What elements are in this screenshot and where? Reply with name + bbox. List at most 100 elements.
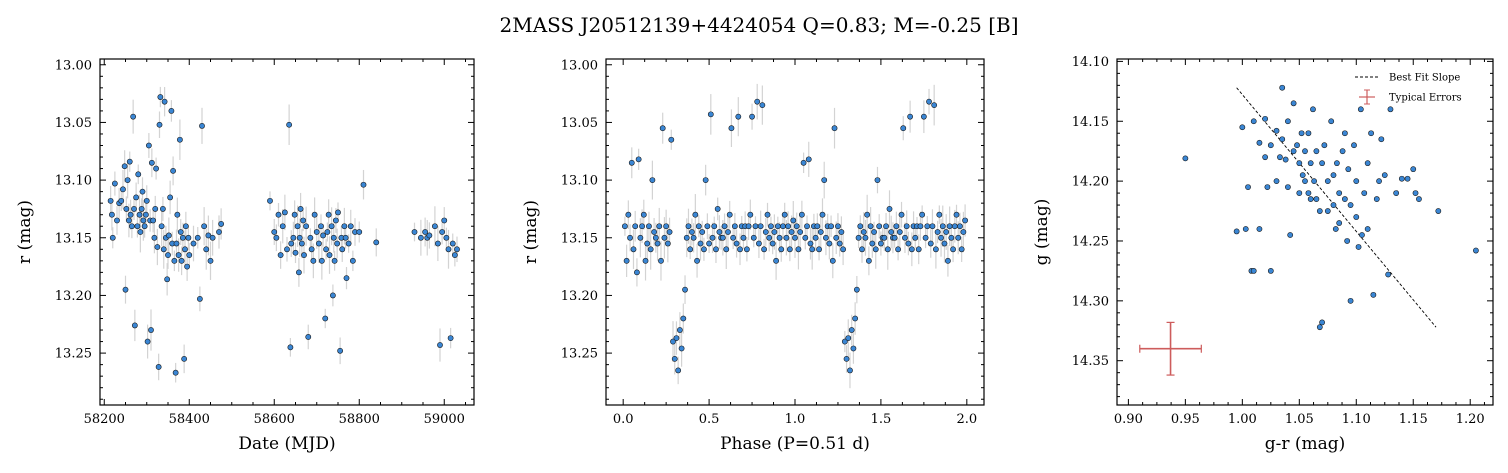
data-point [151,234,158,241]
data-point [627,234,633,241]
data-point [279,223,286,230]
data-point [785,223,792,230]
data-point [122,286,129,293]
data-point [1373,196,1380,202]
y-tick-label: 14.15 [1072,115,1109,130]
data-point [931,102,938,109]
data-point [841,338,848,345]
data-point [917,223,924,230]
data-point [1368,130,1374,137]
data-point [857,223,864,230]
data-point [919,211,926,218]
data-point [186,252,193,258]
data-point [817,229,824,235]
data-point [1332,226,1339,232]
data-point [737,246,743,253]
y-axis-label: g (mag) [1032,199,1052,266]
data-point [173,240,180,247]
data-point [298,240,305,247]
data-point [296,234,303,241]
data-point [1324,178,1331,185]
data-point [670,338,676,345]
y-tick-label: 13.25 [55,347,92,362]
data-point [323,246,329,253]
data-point [143,197,150,204]
x-axis-label: Phase (P=0.51 d) [720,434,870,454]
data-point [714,206,721,212]
data-point [1302,148,1308,155]
data-point [915,246,922,253]
data-point [218,221,225,227]
data-point [135,171,142,178]
data-point [788,229,795,235]
data-point [948,234,955,241]
data-point [644,240,651,247]
data-point [441,217,448,224]
data-point [774,223,781,230]
data-point [878,240,884,247]
x-tick-label: 58400 [169,412,210,427]
data-point [951,223,958,230]
data-point [798,211,805,218]
x-tick-label: 58600 [254,412,295,427]
data-point [884,246,891,253]
data-point [735,113,742,120]
data-point [723,246,730,253]
data-point [360,181,367,188]
data-point [170,167,176,174]
data-point [301,252,307,258]
data-point [1364,226,1371,232]
data-point [1273,178,1280,185]
y-tick-label: 14.10 [1072,55,1109,70]
data-point [411,229,418,235]
data-point [292,249,299,256]
data-point [762,229,769,235]
data-point [831,125,838,132]
data-point [1416,196,1422,202]
x-tick-label: 1.10 [1342,412,1371,427]
data-point [277,252,284,258]
y-axis-label: r (mag) [15,200,35,264]
data-point [158,223,165,230]
data-point [179,234,186,241]
data-point [307,234,314,241]
data-point [184,263,191,270]
data-point [874,177,881,183]
data-point [652,234,659,241]
data-point [437,342,443,348]
data-point [271,229,278,235]
data-point [308,246,315,253]
data-point [745,223,752,230]
data-point [625,211,632,218]
x-axis-label: g-r (mag) [1265,434,1346,454]
data-point [373,239,380,246]
data-point [1321,142,1328,149]
data-point [847,367,853,374]
data-point [676,327,683,333]
data-point [905,240,912,247]
data-point [707,111,714,118]
data-point [339,246,346,253]
data-point [912,234,919,241]
data-point [1298,130,1305,137]
data-point [1296,160,1303,167]
data-point [895,246,901,253]
y-tick-label: 14.35 [1072,354,1109,369]
data-point [922,234,929,241]
data-point [804,223,810,230]
data-point [797,229,804,235]
legend-label-fit: Best Fit Slope [1389,73,1460,84]
data-point [786,246,793,253]
data-point [168,108,175,114]
data-point [182,246,188,253]
data-point [131,206,137,212]
data-point [150,217,157,224]
data-point [1404,175,1411,182]
data-point [1296,190,1303,196]
data-point [337,347,344,354]
data-point [1344,238,1351,244]
data-point [1330,202,1337,208]
data-point [439,229,446,235]
data-point [850,345,857,352]
data-point [773,257,779,264]
